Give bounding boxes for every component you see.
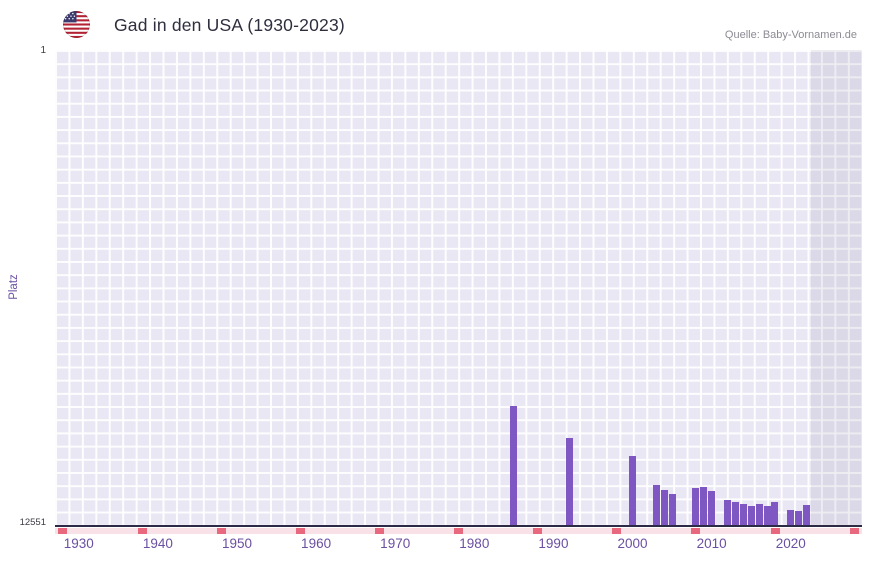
- x-tick-label-1940: 1940: [142, 536, 173, 551]
- bar-2005[interactable]: [668, 493, 676, 525]
- y-axis-label: Platz: [8, 274, 20, 300]
- x-tick-label-2000: 2000: [617, 536, 648, 551]
- plot-area: [55, 50, 862, 527]
- page-title: Gad in den USA (1930-2023): [114, 15, 345, 35]
- baseline-red-mark-1978: [454, 528, 463, 534]
- baseline-red-mark-1968: [374, 528, 384, 534]
- bar-2003[interactable]: [652, 484, 660, 525]
- bar-2017[interactable]: [763, 506, 771, 525]
- us-flag-icon: [63, 11, 90, 38]
- x-tick-label-1950: 1950: [221, 536, 252, 551]
- y-tick-bottom: 12551: [19, 517, 46, 528]
- bar-2012[interactable]: [724, 500, 731, 525]
- baseline-strip: [55, 528, 862, 534]
- bar-2004[interactable]: [660, 490, 668, 525]
- bar-2016[interactable]: [755, 503, 763, 525]
- x-tick-label-2020: 2020: [775, 536, 806, 551]
- bar-2008[interactable]: [692, 487, 700, 525]
- bar-2020[interactable]: [787, 509, 795, 525]
- bar-1985[interactable]: [510, 405, 518, 525]
- x-tick-label-1970: 1970: [380, 536, 411, 551]
- baseline-red-mark-2008: [691, 528, 701, 534]
- x-tick-label-1960: 1960: [301, 536, 332, 551]
- baseline-red-mark-1948: [216, 528, 226, 534]
- y-tick-top: 1: [40, 45, 46, 56]
- x-tick-label-1990: 1990: [538, 536, 569, 551]
- source-link[interactable]: Quelle: Baby-Vornamen.de: [724, 29, 857, 41]
- bar-2021[interactable]: [795, 511, 803, 525]
- baseline-red-mark-1998: [612, 528, 622, 534]
- bar-2018[interactable]: [771, 501, 779, 525]
- baseline-red-mark-2028: [849, 528, 859, 534]
- bar-2022[interactable]: [803, 505, 811, 525]
- bar-1992[interactable]: [565, 437, 573, 525]
- baseline-red-mark-1928: [58, 528, 68, 534]
- future-shaded-region: [810, 50, 862, 525]
- x-tick-label-1930: 1930: [63, 536, 94, 551]
- bar-2013[interactable]: [731, 501, 739, 525]
- bar-2010[interactable]: [708, 490, 716, 525]
- x-tick-label-2010: 2010: [696, 536, 727, 551]
- bar-2000[interactable]: [629, 455, 637, 525]
- baseline-red-mark-1958: [295, 528, 305, 534]
- x-tick-label-1980: 1980: [459, 536, 490, 551]
- bar-2009[interactable]: [700, 486, 708, 525]
- baseline-red-mark-1938: [137, 528, 147, 534]
- bar-2015[interactable]: [747, 505, 755, 525]
- baseline-red-mark-2018: [770, 528, 780, 534]
- bar-2014[interactable]: [739, 503, 747, 525]
- baseline-red-mark-1988: [533, 528, 543, 534]
